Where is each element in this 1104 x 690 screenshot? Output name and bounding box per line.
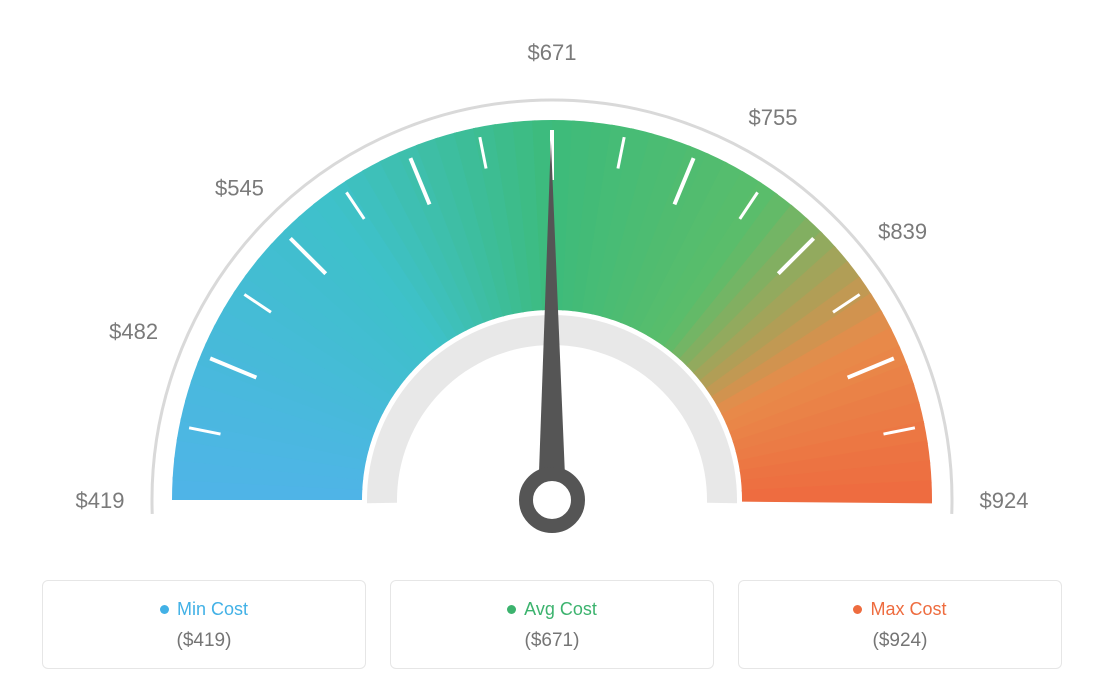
gauge-tick-label: $755 [749, 105, 798, 130]
legend-value: ($671) [403, 630, 701, 652]
legend-card: Max Cost ($924) [738, 580, 1062, 669]
legend-card: Min Cost ($419) [42, 580, 366, 669]
legend-card: Avg Cost ($671) [390, 580, 714, 669]
gauge-tick-label: $482 [109, 319, 158, 344]
gauge-tick-label: $419 [76, 488, 125, 513]
legend-label: Avg Cost [524, 599, 597, 620]
legend-value: ($419) [55, 630, 353, 652]
legend-row: Min Cost ($419) Avg Cost ($671) Max Cost ($92… [22, 580, 1082, 669]
gauge-tick-label: $839 [878, 219, 927, 244]
needle-hub [526, 474, 578, 526]
gauge-svg: $419 $482 $545 $671 $755 $839 $924 [0, 0, 1104, 560]
legend-label: Min Cost [177, 599, 248, 620]
legend-dot-icon [160, 605, 169, 614]
gauge-chart-container: $419 $482 $545 $671 $755 $839 $924 Min Cost ($4… [0, 0, 1104, 690]
legend-value: ($924) [751, 630, 1049, 652]
gauge-area: $419 $482 $545 $671 $755 $839 $924 [0, 0, 1104, 560]
legend-label-row: Min Cost [55, 599, 353, 620]
legend-dot-icon [853, 605, 862, 614]
gauge-tick-label: $671 [528, 40, 577, 65]
legend-label-row: Avg Cost [403, 599, 701, 620]
gauge-tick-label: $924 [980, 488, 1029, 513]
legend-label-row: Max Cost [751, 599, 1049, 620]
gauge-tick-label: $545 [215, 175, 264, 200]
legend-dot-icon [507, 605, 516, 614]
legend-label: Max Cost [870, 599, 946, 620]
